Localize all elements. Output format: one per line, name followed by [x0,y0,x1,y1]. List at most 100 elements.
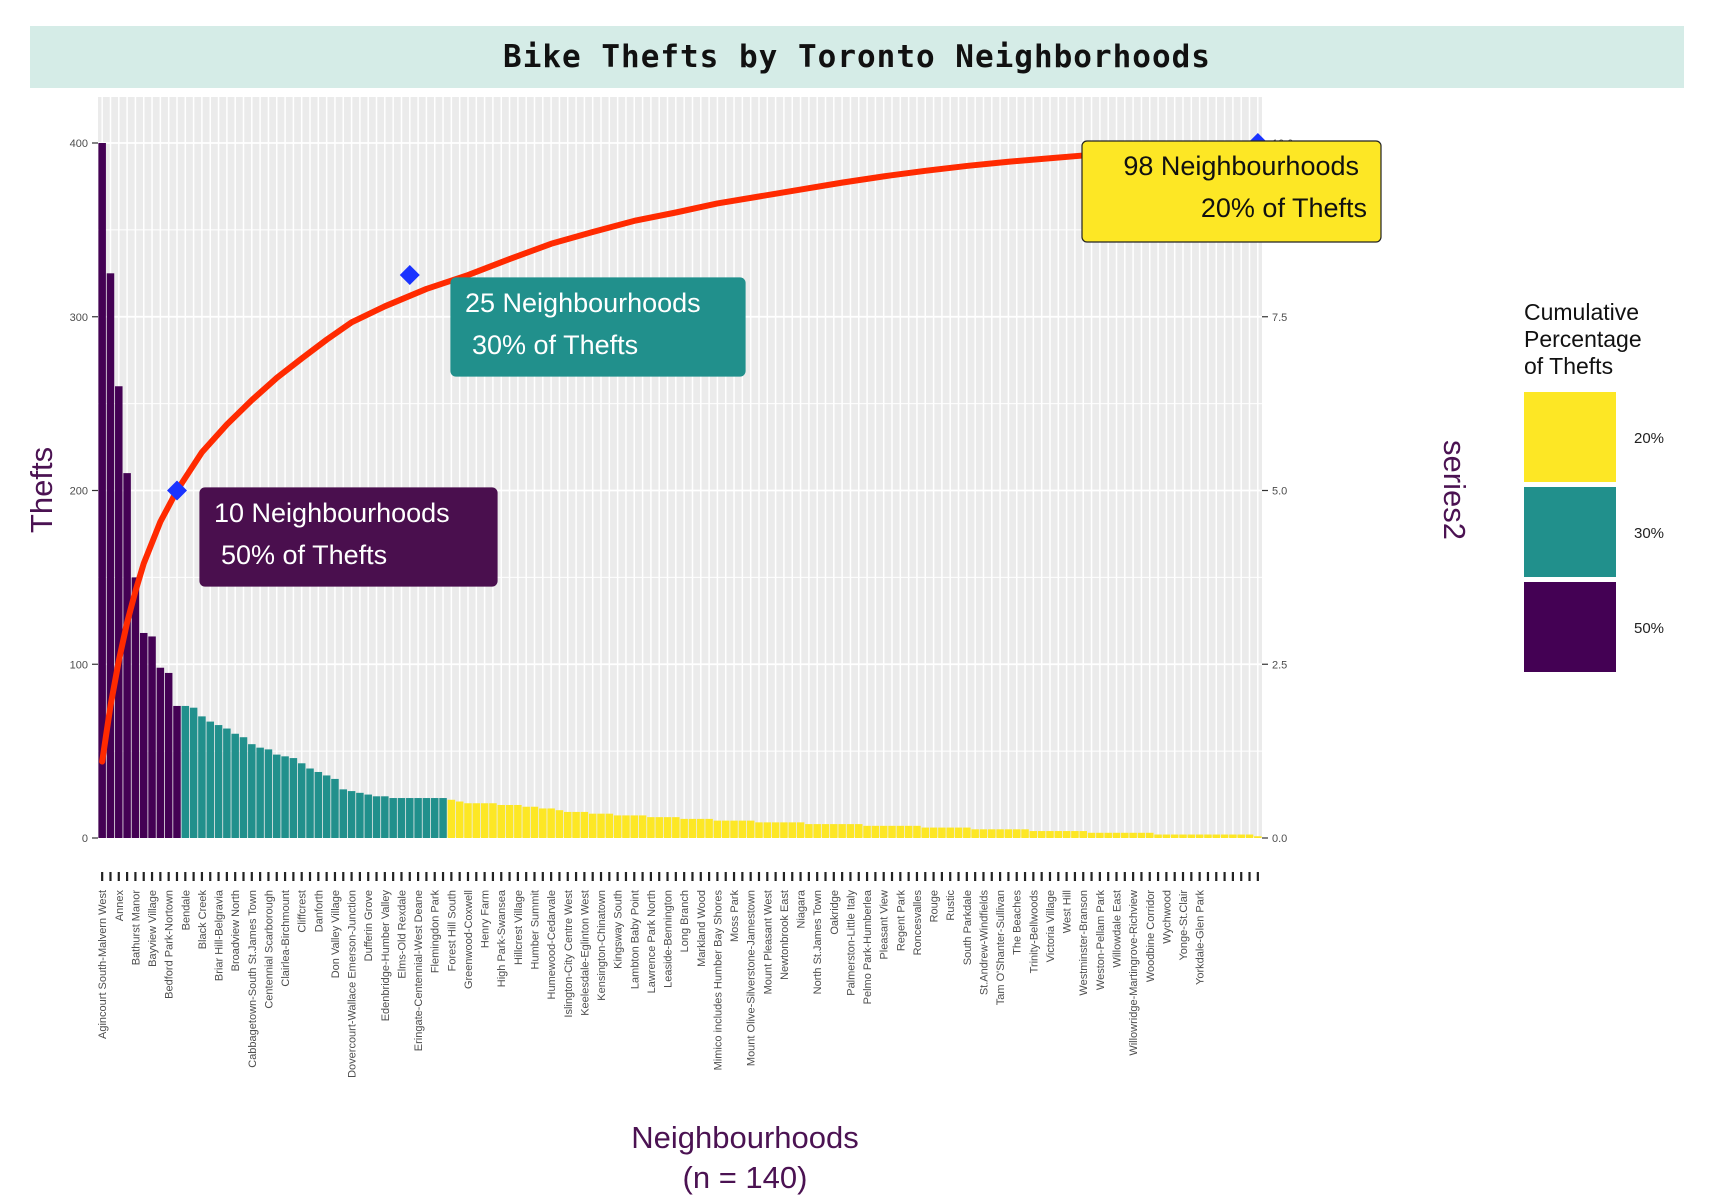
x-tick-label: Trinity-Bellwoods [1028,890,1040,974]
bar [813,824,821,838]
bar [339,789,348,838]
bar [1237,834,1245,838]
bar [514,804,522,838]
bar [1079,831,1087,838]
bar [397,798,406,838]
bar [131,577,140,838]
bar [855,824,863,838]
bar [123,473,131,838]
bar [1054,831,1063,838]
bar [489,803,497,838]
legend-title-line: Percentage [1524,326,1642,352]
annotation-line-2: 30% of Thefts [472,330,638,360]
x-axis-title: Neighbourhoods [631,1120,859,1155]
bar [322,775,331,838]
x-tick-label: Bathurst Manor [130,890,142,966]
y-tick-label: 200 [70,486,88,498]
bar [1029,831,1038,838]
bar [447,799,456,838]
bar [929,827,938,838]
x-tick-label: Oakridge [829,890,841,935]
x-tick-label: Don Valley Village [330,890,342,978]
x-tick-label: Lambton Baby Point [629,890,641,989]
bar [1162,834,1171,838]
bar [406,798,414,838]
bar [264,749,273,838]
x-tick-label: High Park-Swansea [496,889,508,987]
x-tick-label: St.Andrew-Windfields [978,890,990,996]
bar [472,803,481,838]
bar [821,824,830,838]
x-tick-label: Markland Wood [696,890,708,967]
x-tick-label: Eringate-Centennial-West Deane [413,890,425,1051]
bar [605,813,614,838]
y-axis-title: Thefts [24,447,59,533]
bar [622,815,630,838]
bar [430,798,439,838]
bar [555,810,564,838]
bar [306,768,314,838]
bar [688,818,697,838]
bar [1220,834,1229,838]
bar [888,825,896,838]
bar [480,803,489,838]
bar [314,771,323,838]
x-tick-label: West Hill [1062,890,1074,933]
x-tick-label: Broadview North [230,890,242,971]
annotation-box [199,487,498,587]
bar [1245,834,1254,838]
x-tick-label: Palmerston-Little Italy [845,890,857,996]
bar [805,824,813,838]
x-tick-label: Black Creek [197,890,209,950]
x-tick-label: Wychwood [1161,890,1173,944]
bar [913,825,921,838]
x-tick-label: Hillcrest Village [513,890,525,965]
x-tick-label: Briar Hill-Belgravia [214,889,226,981]
y-tick-label: 0 [82,833,88,845]
bar [414,798,422,838]
bar [206,721,214,838]
x-tick-label: Mount Olive-Silverstone-Jamestown [746,890,758,1066]
bar [1046,831,1054,838]
bar [364,794,372,838]
legend-label: 30% [1634,525,1664,542]
bar [1254,836,1262,838]
bar [522,806,530,838]
bar [663,817,672,838]
x-tick-label: Dufferin Grove [363,890,375,961]
bar [638,815,647,838]
y2-tick-label: 0.0 [1272,833,1287,845]
bar [239,737,248,838]
bar [796,822,805,838]
x-tick-label: Regent Park [895,890,907,952]
x-tick-label: Rustic [945,890,957,921]
grid-lines [98,97,1262,839]
bar [1229,834,1237,838]
bar [572,811,580,838]
y-tick-label: 100 [70,659,88,671]
bar [281,756,289,838]
x-tick-label: Victoria Village [1045,890,1057,962]
bar [289,758,298,838]
x-tick-label: Cabbagetown-South St.James Town [247,890,259,1068]
bar [946,827,954,838]
bar [921,827,930,838]
bar [1062,831,1071,838]
x-tick-label: Kingsway South [613,890,625,969]
x-tick-label: Woodbine Corridor [1145,890,1157,982]
bar [1204,834,1212,838]
bar [705,818,713,838]
bar [863,825,871,838]
bar [455,801,464,838]
x-tick-label: Humewood-Cedarvale [546,890,558,999]
x-tick-label: Niagara [796,889,808,928]
x-tick-label: Bedford Park-Nortown [164,890,176,999]
bar [214,725,223,838]
bar [439,798,447,838]
bar [1154,834,1162,838]
bar [771,822,780,838]
x-tick-label: Pelmo Park-Humberlea [862,889,874,1004]
bar [1112,832,1121,838]
bar [954,827,963,838]
